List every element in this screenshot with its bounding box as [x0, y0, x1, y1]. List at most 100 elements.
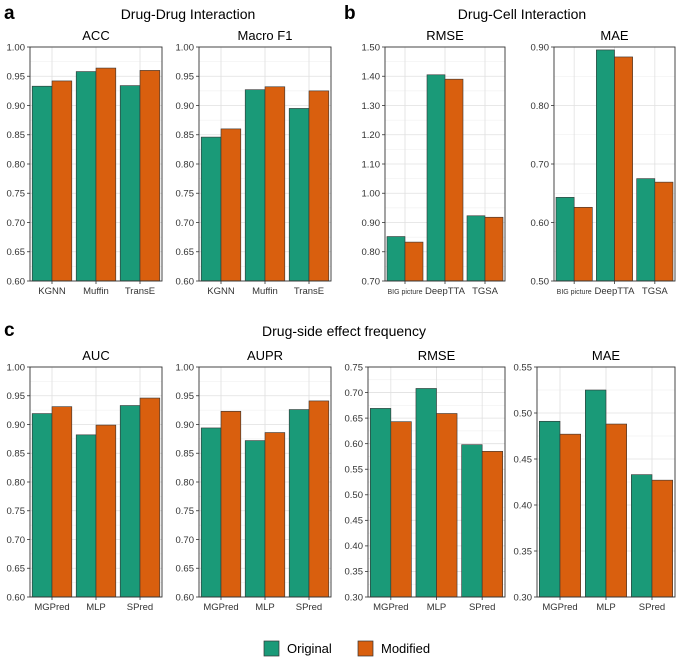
bar-original-big-picture	[555, 197, 575, 282]
y-tick-label: 0.50	[514, 408, 533, 419]
plot-frame	[553, 46, 676, 282]
y-tick-label: 0.65	[345, 413, 364, 424]
bar-modified-mgpred	[559, 433, 582, 598]
bar-original-mgpred	[369, 408, 392, 598]
plot-frame	[198, 46, 332, 282]
x-tick-label: TGSA	[472, 286, 499, 297]
x-tick-label: KGNN	[207, 286, 235, 297]
bar-modified-muffin	[95, 67, 117, 282]
y-tick-label: 0.70	[7, 535, 26, 546]
y-tick-label: 0.80	[531, 101, 550, 112]
bar-modified-spred	[651, 479, 674, 598]
bar-original-big-picture	[386, 236, 406, 282]
y-tick-label: 0.55	[345, 465, 364, 476]
chart-title: Macro F1	[238, 28, 293, 43]
y-tick-label: 0.70	[362, 276, 381, 287]
y-tick-label: 0.85	[7, 449, 26, 460]
bar-modified-big-picture	[404, 241, 424, 282]
bar-modified-transe	[139, 70, 161, 282]
y-tick-label: 0.90	[176, 420, 195, 431]
y-tick-label: 0.75	[7, 506, 26, 517]
y-tick-label: 0.70	[176, 535, 195, 546]
y-tick-label: 0.80	[176, 159, 195, 170]
x-tick-label: MGPred	[203, 602, 238, 613]
bar-modified-big-picture	[573, 206, 593, 282]
bar-modified-mlp	[264, 432, 286, 598]
bar-original-tgsa	[466, 215, 486, 282]
x-tick-label: KGNN	[38, 286, 66, 297]
bar-original-mlp	[244, 440, 266, 598]
bar-modified-spred	[308, 400, 330, 598]
chart-se-rmse: 0.30 0.35 0.40 0.45 0.50 0.55 0.60 0.65 0.70 0.75…	[345, 348, 506, 613]
y-tick-label: 0.30	[514, 592, 533, 603]
y-tick-label: 0.95	[7, 391, 26, 402]
bar-original-muffin	[75, 71, 97, 282]
y-tick-label: 0.70	[531, 159, 550, 170]
y-tick-label: 0.75	[176, 506, 195, 517]
bar-original-transe	[119, 85, 141, 282]
y-tick-label: 1.10	[362, 159, 381, 170]
y-tick-label: 0.65	[7, 564, 26, 575]
y-tick-label: 0.55	[514, 362, 533, 373]
bar-modified-mgpred	[390, 421, 412, 598]
y-tick-label: 0.90	[362, 218, 381, 229]
bar-original-mlp	[415, 388, 437, 598]
panel-letter-a: a	[4, 3, 15, 24]
chart-title: ACC	[82, 28, 109, 43]
chart-se-auc: 0.60 0.65 0.70 0.75 0.80 0.85 0.90 0.95 1.00 MGPr…	[7, 348, 163, 613]
bar-original-mlp	[75, 434, 97, 598]
y-tick-label: 0.85	[176, 449, 195, 460]
y-tick-label: 0.80	[176, 477, 195, 488]
y-tick-label: 1.00	[176, 42, 195, 53]
y-tick-label: 0.65	[176, 247, 195, 258]
chart-dd-acc: 0.60 0.65 0.70 0.75 0.80 0.85 0.90 0.95 1.00 KGNN…	[7, 28, 163, 297]
x-tick-label: BIG picture	[387, 289, 422, 296]
y-tick-label: 0.75	[345, 362, 364, 373]
bar-modified-deeptta	[614, 56, 633, 282]
bar-original-kgnn	[200, 136, 222, 282]
y-tick-label: 0.45	[345, 516, 364, 527]
x-tick-label: DeepTTA	[425, 286, 466, 297]
legend: Original Modified	[263, 640, 430, 657]
y-tick-label: 1.00	[362, 189, 381, 200]
y-tick-label: 0.70	[176, 218, 195, 229]
chart-title: MAE	[592, 348, 621, 363]
bar-modified-mgpred	[220, 410, 242, 598]
bar-original-kgnn	[31, 85, 53, 282]
bar-original-spred	[119, 405, 141, 598]
y-tick-label: 0.40	[345, 541, 364, 552]
x-tick-label: SPred	[469, 602, 495, 613]
plot-frame	[384, 46, 506, 282]
y-tick-label: 0.80	[7, 477, 26, 488]
chart-se-aupr: 0.60 0.65 0.70 0.75 0.80 0.85 0.90 0.95 1.00 MGPr…	[176, 348, 332, 613]
y-tick-label: 0.70	[7, 218, 26, 229]
y-tick-label: 0.50	[531, 276, 550, 287]
legend-swatch-modified	[357, 640, 374, 657]
bar-modified-kgnn	[51, 80, 73, 282]
y-tick-label: 0.95	[7, 72, 26, 83]
y-tick-label: 0.90	[531, 42, 550, 53]
bar-original-deeptta	[596, 49, 615, 282]
bar-original-spred	[461, 444, 483, 598]
bar-modified-deeptta	[444, 78, 464, 282]
y-tick-label: 0.65	[176, 564, 195, 575]
y-tick-label: 0.60	[176, 592, 195, 603]
x-tick-label: MGPred	[542, 602, 577, 613]
section-title-b: Drug-Cell Interaction	[458, 6, 586, 22]
bar-modified-mlp	[605, 423, 628, 598]
chart-title: AUPR	[247, 348, 283, 363]
x-tick-label: MLP	[427, 602, 447, 613]
y-tick-label: 0.30	[345, 592, 364, 603]
y-tick-label: 0.70	[345, 388, 364, 399]
plot-frame	[367, 366, 506, 598]
y-tick-label: 1.50	[362, 42, 381, 53]
y-tick-label: 1.00	[7, 42, 26, 53]
bar-modified-mgpred	[51, 406, 73, 598]
x-tick-label: MGPred	[373, 602, 408, 613]
bar-modified-spred	[481, 451, 504, 598]
y-tick-label: 0.60	[531, 218, 550, 229]
y-tick-label: 0.95	[176, 72, 195, 83]
legend-swatch-original	[263, 640, 280, 657]
y-tick-label: 0.65	[7, 247, 26, 258]
